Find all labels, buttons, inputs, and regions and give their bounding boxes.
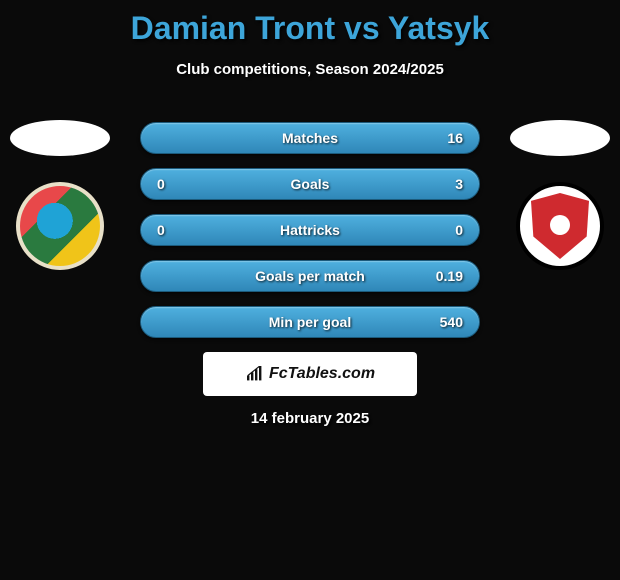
stat-right-value: 0.19 [423, 268, 463, 284]
brand-box[interactable]: FcTables.com [203, 352, 417, 396]
team-left-badge-icon [16, 182, 104, 270]
stat-row-hattricks: 0 Hattricks 0 [140, 214, 480, 246]
stat-left-value: 0 [157, 222, 197, 238]
stat-row-matches: Matches 16 [140, 122, 480, 154]
stats-container: Matches 16 0 Goals 3 0 Hattricks 0 Goals… [140, 122, 480, 338]
stat-left-value: 0 [157, 176, 197, 192]
stat-label: Goals [197, 176, 423, 192]
player-left-silhouette-icon [10, 120, 110, 156]
stat-right-value: 3 [423, 176, 463, 192]
stat-label: Goals per match [197, 268, 423, 284]
team-right-badge-icon [516, 182, 604, 270]
page-title: Damian Tront vs Yatsyk [0, 0, 620, 47]
stat-row-min-per-goal: Min per goal 540 [140, 306, 480, 338]
stat-row-goals: 0 Goals 3 [140, 168, 480, 200]
player-left-column [10, 120, 110, 270]
stat-row-goals-per-match: Goals per match 0.19 [140, 260, 480, 292]
stat-label: Hattricks [197, 222, 423, 238]
date-text: 14 february 2025 [0, 410, 620, 427]
stat-right-value: 540 [423, 314, 463, 330]
player-right-column [510, 120, 610, 270]
stat-right-value: 16 [423, 130, 463, 146]
stat-label: Matches [197, 130, 423, 146]
player-right-silhouette-icon [510, 120, 610, 156]
stat-right-value: 0 [423, 222, 463, 238]
brand-text: FcTables.com [269, 365, 375, 383]
subtitle: Club competitions, Season 2024/2025 [0, 61, 620, 78]
stat-label: Min per goal [197, 314, 423, 330]
bar-chart-icon [245, 366, 265, 382]
